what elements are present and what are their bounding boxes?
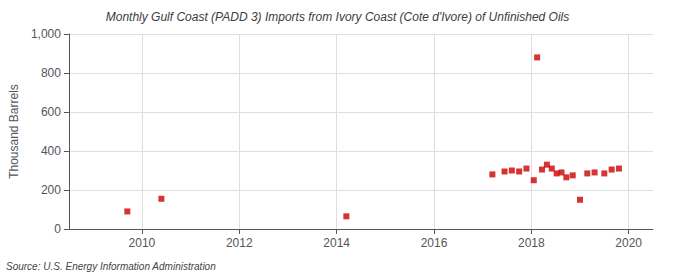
svg-text:200: 200: [41, 183, 61, 197]
svg-text:2020: 2020: [615, 236, 642, 250]
svg-text:Thousand Barrels: Thousand Barrels: [7, 84, 21, 179]
svg-text:Source: U.S. Energy Informatio: Source: U.S. Energy Information Administ…: [6, 261, 216, 272]
svg-text:2018: 2018: [518, 236, 545, 250]
svg-text:1,000: 1,000: [31, 27, 61, 41]
svg-text:2012: 2012: [226, 236, 253, 250]
svg-text:2014: 2014: [323, 236, 350, 250]
svg-text:800: 800: [41, 66, 61, 80]
svg-text:Monthly Gulf Coast (PADD 3) Im: Monthly Gulf Coast (PADD 3) Imports from…: [106, 10, 570, 24]
svg-text:0: 0: [54, 222, 61, 236]
svg-text:2010: 2010: [129, 236, 156, 250]
svg-text:400: 400: [41, 144, 61, 158]
svg-text:600: 600: [41, 105, 61, 119]
svg-text:2016: 2016: [421, 236, 448, 250]
